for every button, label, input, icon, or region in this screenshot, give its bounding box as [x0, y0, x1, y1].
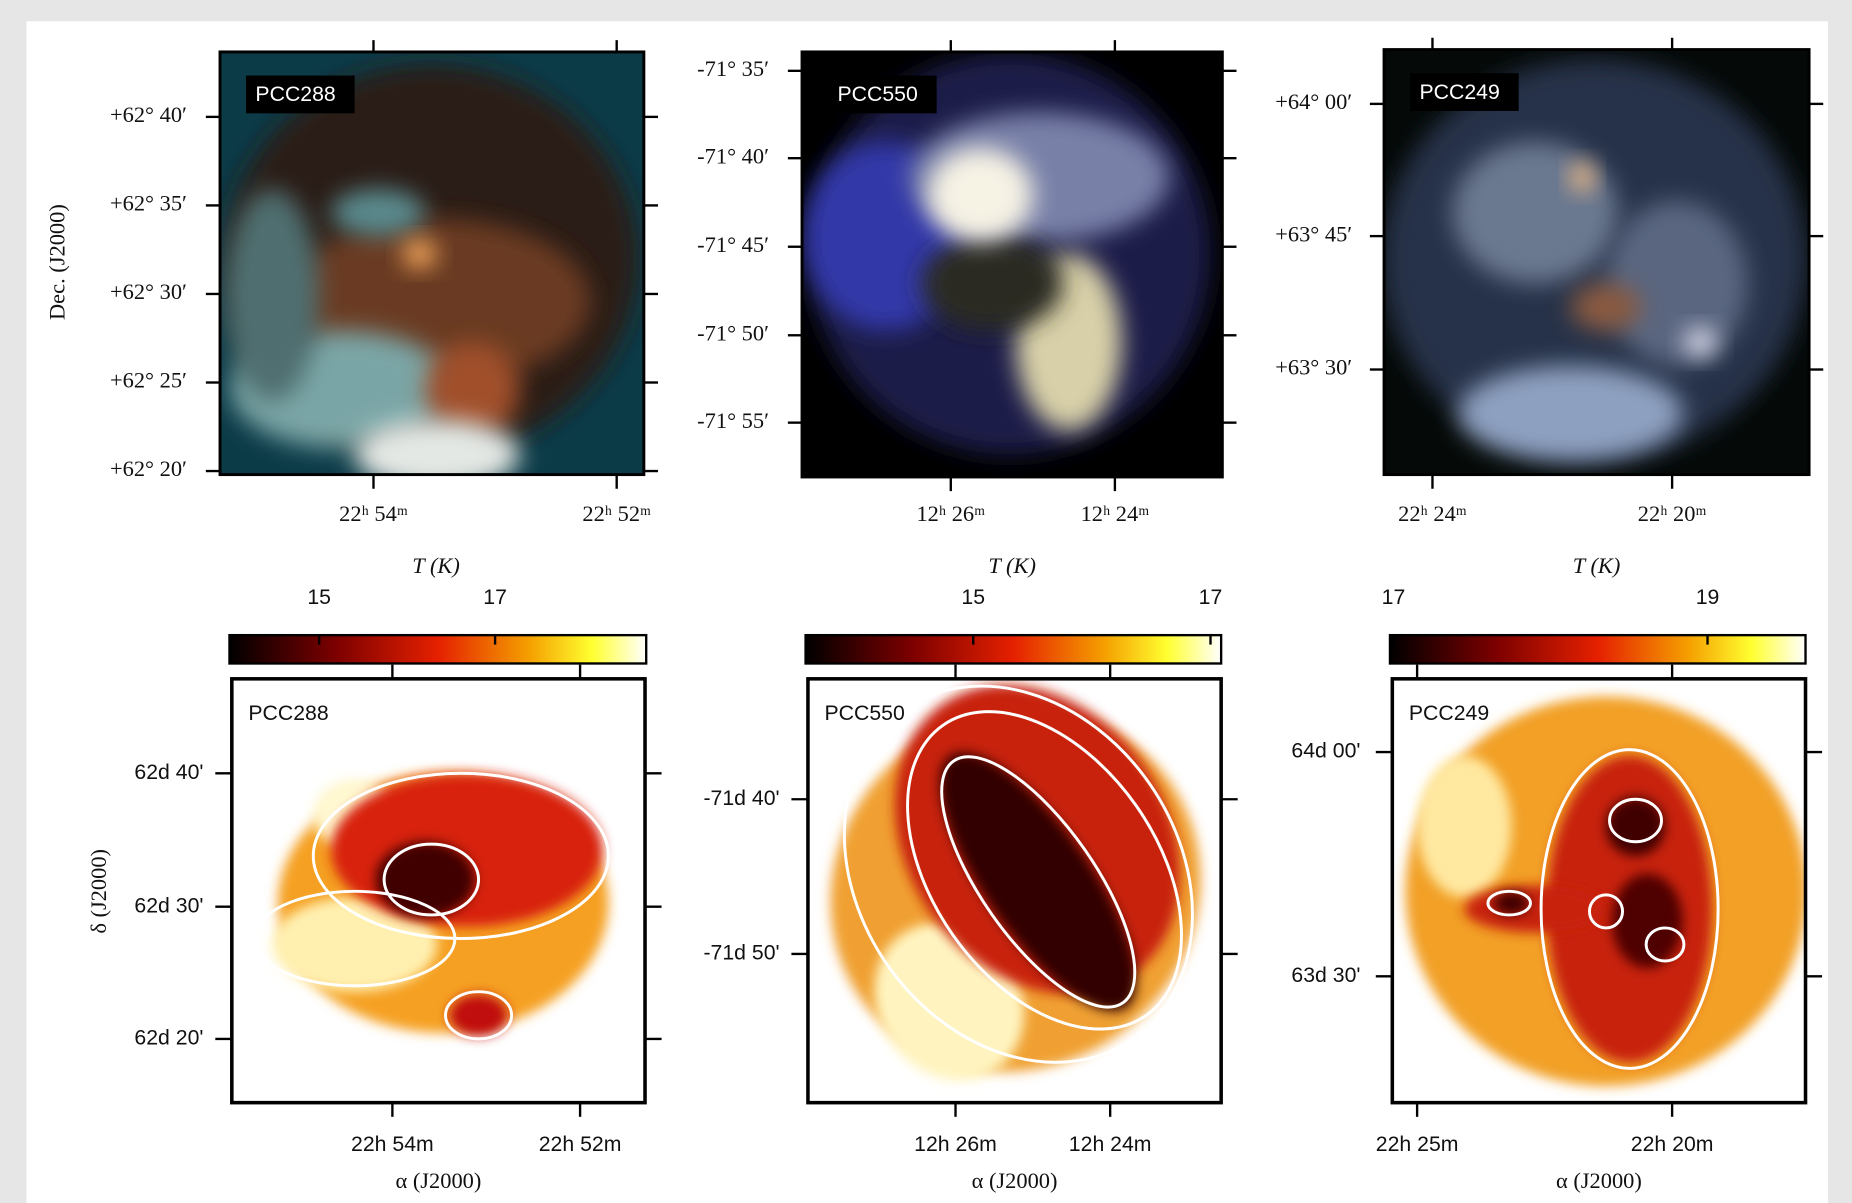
dec-tick-label: -71° 45′: [697, 232, 769, 257]
temperature-region: [449, 994, 508, 1037]
dec-tick-label: +62° 35′: [110, 191, 187, 216]
emission: [331, 189, 425, 236]
x-axis-label: α (J2000): [395, 1168, 481, 1193]
emission: [1571, 283, 1642, 330]
colorbar-tick-label: 15: [307, 585, 331, 609]
emission: [403, 240, 436, 268]
temperature-region: [1417, 756, 1511, 898]
page: {"figure": { "y_label_top": "Dec. (J2000…: [0, 0, 1852, 1203]
map-body: [1405, 697, 1806, 1087]
dec-tick-label: +62° 25′: [110, 368, 187, 393]
ra-tick-label: 22h 52m: [539, 1132, 622, 1156]
temperature-region: [1612, 874, 1683, 968]
panel-label: PCC550: [824, 701, 904, 725]
dec-tick-label: -71d 50': [703, 941, 779, 965]
temperature-region: [1464, 885, 1606, 932]
panel-label: PCC249: [1409, 701, 1489, 725]
x-axis-label: α (J2000): [972, 1168, 1058, 1193]
dec-tick-label: -71° 55′: [697, 408, 769, 433]
panel-label: PCC288: [248, 701, 328, 725]
colorbar-tick-label: 17: [1382, 585, 1406, 609]
emission: [1684, 328, 1717, 356]
ra-tick-label: 22ʰ 20ᵐ: [1638, 501, 1707, 526]
dec-tick-label: +64° 00′: [1275, 89, 1352, 114]
emission: [1453, 142, 1618, 284]
dec-tick-label: 63d 30': [1291, 963, 1360, 987]
panel-label: PCC288: [255, 82, 335, 106]
temperature-map: [1405, 697, 1806, 1087]
dec-tick-label: +62° 30′: [110, 279, 187, 304]
y-axis-label: δ (J2000): [86, 849, 111, 934]
ra-tick-label: 22ʰ 54ᵐ: [339, 501, 408, 526]
emission: [1571, 163, 1595, 191]
colorbar-tick-label: 17: [483, 585, 507, 609]
x-axis-label: α (J2000): [1556, 1168, 1642, 1193]
dec-tick-label: +62° 20′: [110, 456, 187, 481]
sky-image: [220, 52, 644, 490]
emission: [1458, 366, 1682, 460]
panel-label: PCC550: [837, 82, 917, 106]
colorbar-label: T (K): [988, 553, 1036, 578]
sky-image: [1382, 50, 1809, 475]
colorbar-label: T (K): [1573, 553, 1621, 578]
sky-image: [802, 52, 1222, 477]
y-axis-label: Dec. (J2000): [45, 204, 70, 320]
figure: PCC288 +62° 40′ +62° 35′ +62° 30′ +62° 25′ +6…: [0, 0, 1852, 1203]
colorbar-tick-label: 15: [961, 585, 985, 609]
emission: [927, 148, 1033, 242]
ra-tick-label: 22h 20m: [1631, 1132, 1714, 1156]
colorbar-tick-label: 19: [1696, 585, 1720, 609]
dec-tick-label: 62d 40': [134, 760, 203, 784]
colorbar-tick-label: 17: [1199, 585, 1223, 609]
colorbar-label: T (K): [412, 553, 460, 578]
dec-tick-label: +63° 30′: [1275, 355, 1352, 380]
ra-tick-label: 22ʰ 24ᵐ: [1398, 501, 1467, 526]
dec-tick-label: -71d 40': [703, 786, 779, 810]
ra-tick-label: 12h 24m: [1069, 1132, 1152, 1156]
dec-tick-label: +63° 45′: [1275, 221, 1352, 246]
dec-tick-label: -71° 35′: [697, 56, 769, 81]
dec-tick-label: -71° 40′: [697, 143, 769, 168]
colorbar: [229, 635, 646, 663]
ra-tick-label: 22h 25m: [1376, 1132, 1459, 1156]
ra-tick-label: 12ʰ 24ᵐ: [1081, 501, 1150, 526]
dec-tick-label: 64d 00': [1291, 739, 1360, 763]
ra-tick-label: 12ʰ 26ᵐ: [916, 501, 985, 526]
dec-tick-label: 62d 20': [134, 1026, 203, 1050]
dec-tick-label: 62d 30': [134, 893, 203, 917]
colorbar: [1390, 635, 1806, 663]
ra-tick-label: 22h 54m: [351, 1132, 434, 1156]
colorbar: [806, 635, 1222, 663]
ra-tick-label: 12h 26m: [914, 1132, 997, 1156]
emission: [1606, 201, 1748, 366]
ra-tick-label: 22ʰ 52ᵐ: [582, 501, 651, 526]
emission: [921, 236, 1063, 330]
dec-tick-label: -71° 50′: [697, 320, 769, 345]
panel-label: PCC249: [1419, 80, 1499, 104]
emission: [225, 189, 319, 402]
dec-tick-label: +62° 40′: [110, 102, 187, 127]
